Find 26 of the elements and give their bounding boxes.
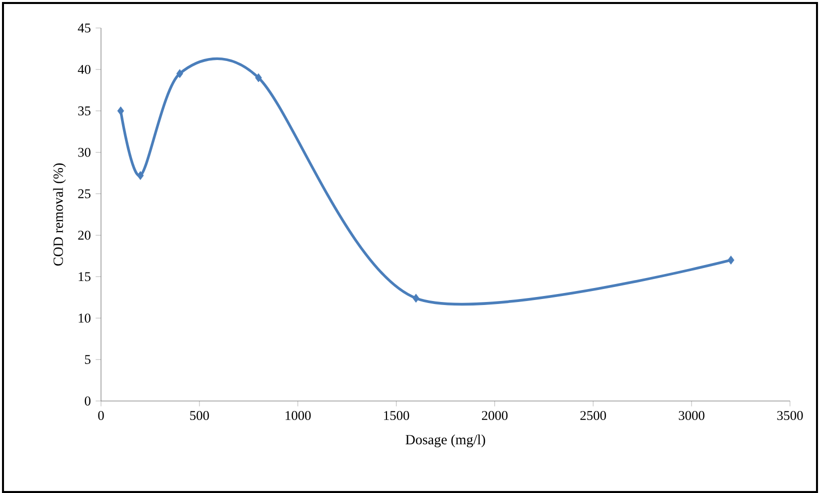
- y-tick-label: 40: [78, 64, 90, 74]
- x-axis-title: Dosage (mg/l): [406, 434, 486, 448]
- x-tick-label: 2000: [482, 411, 508, 420]
- y-tick-label: 15: [78, 272, 90, 282]
- point: [412, 294, 420, 303]
- x-tick-label: 3000: [678, 411, 704, 420]
- y-tick-label: 10: [78, 314, 90, 323]
- y-tick-label: 20: [78, 230, 90, 240]
- x-tick-label: 3500: [777, 411, 803, 420]
- x-tick-label: 2500: [580, 411, 606, 420]
- y-tick-label: 0: [84, 396, 90, 406]
- x-tick-label: 1500: [384, 411, 410, 420]
- point: [136, 171, 144, 180]
- x-tick-label: 500: [190, 411, 209, 420]
- y-tick-label: 30: [78, 148, 90, 157]
- point: [728, 256, 734, 265]
- y-tick-label: 35: [78, 106, 90, 116]
- x-tick-label: 0: [98, 411, 104, 420]
- y-tick-label: 5: [85, 355, 90, 364]
- y-axis-title: COD removal (%): [53, 163, 66, 266]
- y-tick-label: 25: [78, 189, 90, 198]
- point: [255, 73, 262, 82]
- y-tick-label: 45: [78, 24, 90, 32]
- point: [117, 106, 124, 116]
- point: [176, 69, 184, 78]
- x-tick-label: 1000: [286, 411, 311, 420]
